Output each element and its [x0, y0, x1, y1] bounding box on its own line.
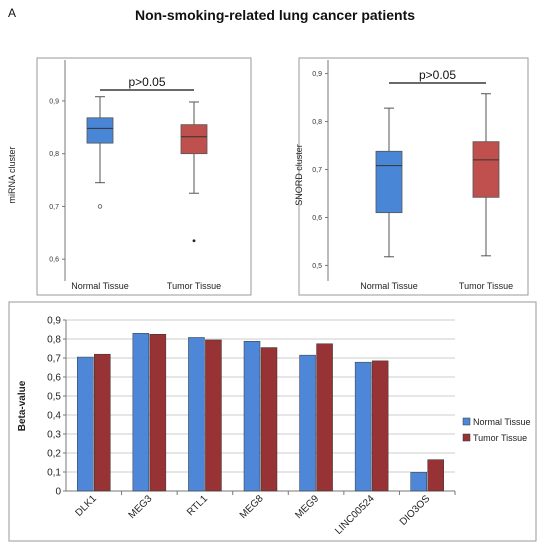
legend-swatch-normal	[462, 417, 471, 426]
y-axis-label: miRNA cluster	[7, 146, 17, 203]
bar-normal-tissue	[410, 472, 427, 492]
bar-tumor-tissue	[371, 360, 389, 492]
plot-frame	[36, 57, 252, 296]
y-tick-label: 0	[55, 487, 61, 498]
bar-normal-tissue	[77, 356, 94, 492]
outlier-point	[192, 239, 196, 243]
x-category-label: Tumor Tissue	[167, 281, 221, 291]
x-category-label: Normal Tissue	[71, 281, 129, 291]
p-value-annotation: p>0.05	[419, 68, 456, 82]
y-tick-label: 0,7	[47, 354, 61, 365]
iqr-box	[375, 150, 403, 214]
bar-tumor-tissue	[149, 334, 167, 492]
bar-normal-tissue	[188, 337, 205, 492]
bar-normal-tissue	[354, 361, 372, 492]
y-tick-label: 0,6	[312, 215, 322, 222]
iqr-box	[86, 117, 114, 144]
p-value-annotation: p>0.05	[128, 75, 165, 89]
legend-swatch-tumor	[462, 433, 471, 442]
bar-normal-tissue	[299, 354, 316, 492]
bar-tumor-tissue	[427, 459, 444, 492]
snord-box-plot: 0,5 0,6 0,7 0,8 0,9 SNORD cluster Normal Tissu…	[294, 57, 529, 296]
y-tick-label: 0,2	[47, 449, 61, 460]
figure-title: Non-smoking-related lung cancer patients	[135, 7, 415, 23]
y-tick-label: 0,5	[312, 263, 322, 270]
bar-tumor-tissue	[316, 343, 333, 492]
y-axis-label: Beta-value	[17, 380, 28, 431]
mirna-box-plot: 0,6 0,7 0,8 0,9 miRNA cluster Normal Tissue Tu…	[7, 57, 252, 296]
bar-tumor-tissue	[260, 347, 278, 492]
y-tick-label: 0,8	[49, 151, 59, 158]
y-tick-label: 0,9	[49, 98, 59, 105]
outlier-point	[97, 204, 103, 209]
bar-normal-tissue	[132, 333, 150, 492]
y-tick-label: 0,9	[47, 316, 61, 327]
y-tick-label: 0,8	[47, 335, 61, 346]
y-tick-label: 0,7	[49, 204, 59, 211]
bar-normal-tissue	[243, 341, 261, 492]
y-axis-label: SNORD cluster	[294, 144, 304, 206]
iqr-box	[472, 141, 500, 198]
y-tick-label: 0,4	[47, 411, 61, 422]
y-tick-label: 0,9	[312, 71, 322, 78]
bar-tumor-tissue	[94, 353, 111, 492]
legend-label: Tumor Tissue	[473, 433, 527, 443]
iqr-box	[180, 124, 208, 155]
beta-value-bar-chart: 00,10,20,30,40,50,60,70,80,9Beta-valueDL…	[8, 301, 537, 542]
y-tick-label: 0,3	[47, 430, 61, 441]
x-category-label: Normal Tissue	[360, 281, 418, 291]
panel-letter: A	[8, 6, 16, 20]
y-tick-label: 0,8	[312, 119, 322, 126]
y-tick-label: 0,7	[312, 167, 322, 174]
y-tick-label: 0,6	[49, 257, 59, 264]
bar-tumor-tissue	[205, 339, 222, 492]
y-tick-label: 0,5	[47, 392, 61, 403]
x-category-label: Tumor Tissue	[459, 281, 513, 291]
y-tick-label: 0,6	[47, 373, 61, 384]
legend-label: Normal Tissue	[473, 417, 531, 427]
y-tick-label: 0,1	[47, 468, 61, 479]
